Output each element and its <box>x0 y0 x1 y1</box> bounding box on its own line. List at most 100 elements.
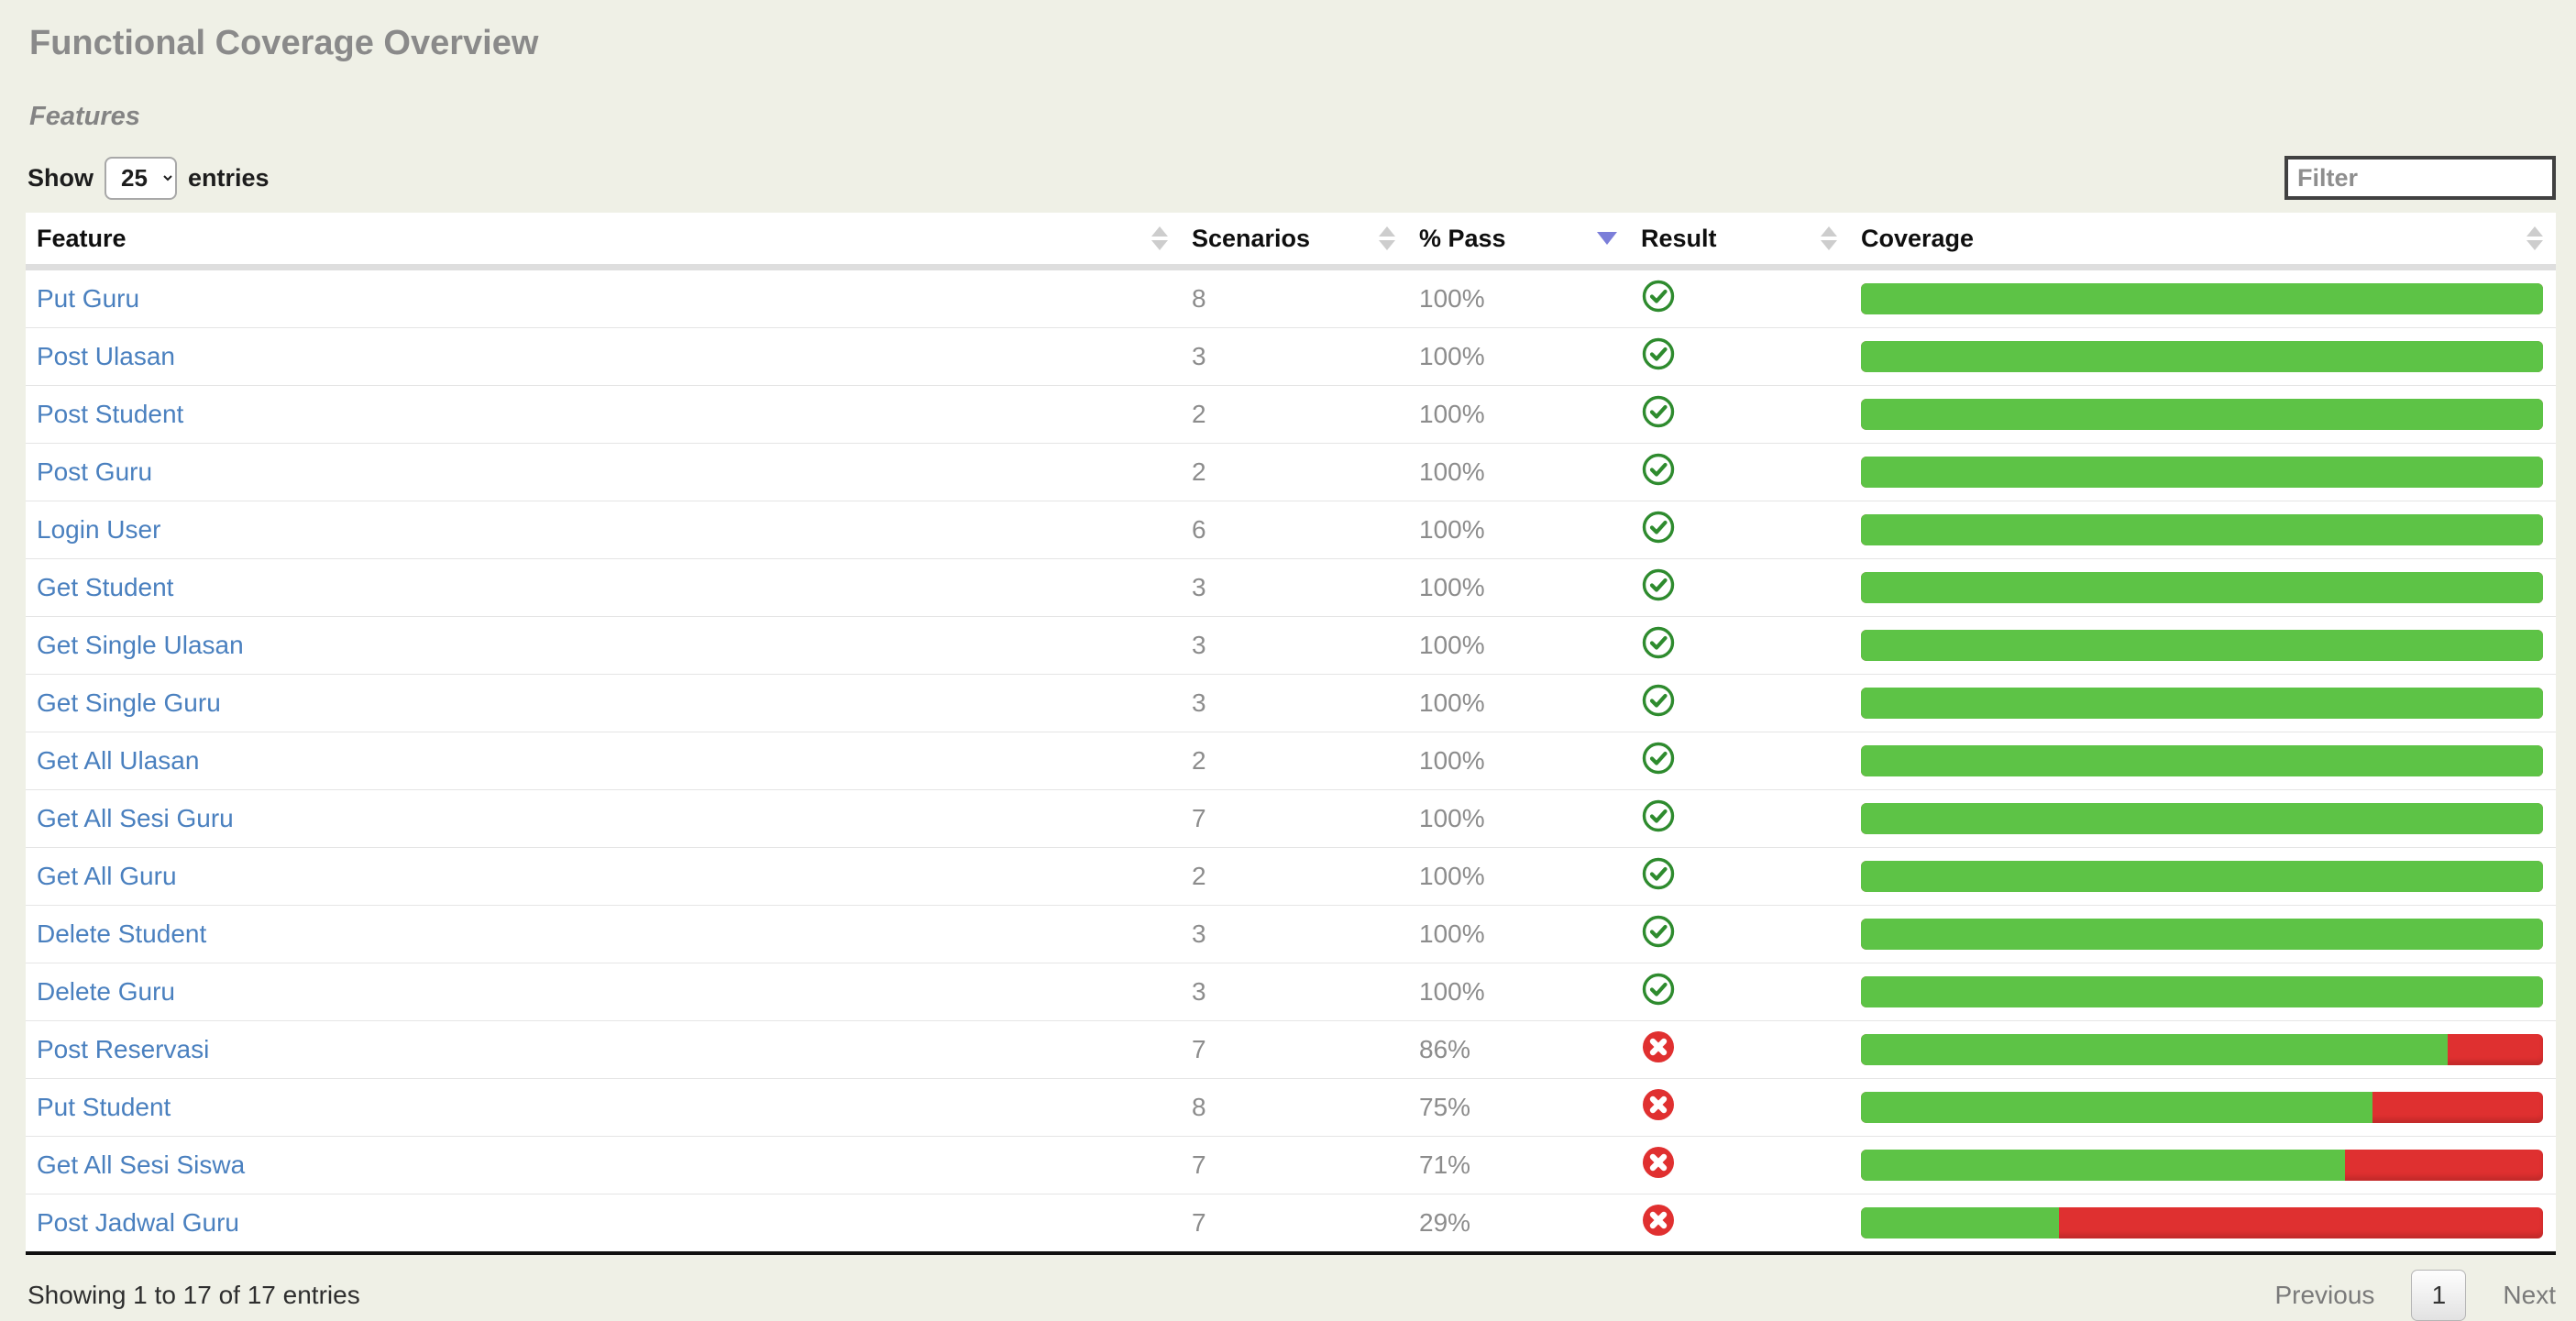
page-number-button[interactable]: 1 <box>2411 1270 2467 1321</box>
pagination: Previous 1 Next <box>2274 1270 2556 1321</box>
check-circle-icon <box>1642 626 1675 658</box>
feature-link[interactable]: Get Single Ulasan <box>37 631 244 659</box>
table-row: Get Single Guru 3 100% <box>26 674 2556 732</box>
feature-link[interactable]: Get All Sesi Siswa <box>37 1150 246 1179</box>
coverage-bar-pass-segment <box>1861 1034 2448 1065</box>
column-label: Coverage <box>1861 224 1975 252</box>
coverage-bar-pass-segment <box>1861 283 2543 314</box>
pass-pct-value: 100% <box>1408 501 1630 559</box>
result-icon <box>1641 336 1676 371</box>
page-size-select[interactable]: 25 <box>105 157 177 200</box>
check-circle-icon <box>1642 742 1675 774</box>
pass-pct-value: 100% <box>1408 327 1630 386</box>
coverage-bar <box>1861 1150 2543 1181</box>
coverage-bar-pass-segment <box>1861 688 2543 719</box>
feature-link[interactable]: Post Guru <box>37 457 153 486</box>
pass-pct-value: 100% <box>1408 963 1630 1021</box>
feature-link[interactable]: Get All Ulasan <box>37 746 200 775</box>
sort-icon[interactable] <box>1151 226 1168 250</box>
feature-link[interactable]: Get All Guru <box>37 862 177 890</box>
column-header-result[interactable]: Result <box>1630 213 1850 270</box>
coverage-bar <box>1861 457 2543 488</box>
feature-link[interactable]: Put Student <box>37 1093 171 1121</box>
table-row: Delete Student 3 100% <box>26 905 2556 963</box>
coverage-bar <box>1861 803 2543 834</box>
table-row: Get Single Ulasan 3 100% <box>26 616 2556 675</box>
feature-link[interactable]: Post Jadwal Guru <box>37 1208 239 1237</box>
feature-link[interactable]: Post Ulasan <box>37 342 175 370</box>
table-row: Put Student 8 75% <box>26 1078 2556 1137</box>
coverage-bar <box>1861 341 2543 372</box>
scenarios-value: 6 <box>1181 501 1408 559</box>
coverage-bar-pass-segment <box>1861 745 2543 776</box>
coverage-bar-pass-segment <box>1861 1092 2372 1123</box>
filter-input[interactable] <box>2284 156 2556 200</box>
coverage-bar <box>1861 919 2543 950</box>
result-icon <box>1641 798 1676 833</box>
pass-pct-value: 100% <box>1408 847 1630 906</box>
column-header-feature[interactable]: Feature <box>26 213 1181 270</box>
feature-link[interactable]: Post Reservasi <box>37 1035 210 1063</box>
result-icon <box>1641 625 1676 660</box>
column-header-pass-pct[interactable]: % Pass <box>1408 213 1630 270</box>
scenarios-value: 2 <box>1181 732 1408 790</box>
pass-pct-value: 100% <box>1408 616 1630 675</box>
coverage-bar-pass-segment <box>1861 976 2543 1007</box>
check-circle-icon <box>1642 511 1675 543</box>
feature-link[interactable]: Delete Guru <box>37 977 175 1006</box>
table-row: Get Student 3 100% <box>26 558 2556 617</box>
coverage-table: Feature Scenarios % Pass <box>26 213 2556 1255</box>
feature-link[interactable]: Get Student <box>37 573 174 601</box>
check-circle-icon <box>1642 337 1675 369</box>
column-label: Feature <box>37 224 127 252</box>
column-header-scenarios[interactable]: Scenarios <box>1181 213 1408 270</box>
feature-link[interactable]: Delete Student <box>37 919 207 948</box>
scenarios-value: 3 <box>1181 616 1408 675</box>
coverage-bar-pass-segment <box>1861 514 2543 545</box>
table-row: Get All Guru 2 100% <box>26 847 2556 906</box>
result-icon <box>1641 279 1676 314</box>
check-circle-icon <box>1642 395 1675 427</box>
coverage-bar <box>1861 399 2543 430</box>
table-row: Post Ulasan 3 100% <box>26 327 2556 386</box>
sort-icon[interactable] <box>1379 226 1395 250</box>
table-row: Post Student 2 100% <box>26 385 2556 444</box>
coverage-bar <box>1861 1207 2543 1238</box>
coverage-bar <box>1861 630 2543 661</box>
scenarios-value: 8 <box>1192 284 1206 313</box>
coverage-bar-pass-segment <box>1861 1150 2346 1181</box>
coverage-bar <box>1861 514 2543 545</box>
check-circle-icon <box>1642 453 1675 485</box>
table-row: Login User 6 100% <box>26 501 2556 559</box>
table-row: Get All Sesi Siswa 7 71% <box>26 1136 2556 1194</box>
show-entries-control: Show 25 entries <box>28 157 270 200</box>
pass-pct-value: 71% <box>1408 1136 1630 1194</box>
scenarios-value: 3 <box>1181 674 1408 732</box>
coverage-bar-pass-segment <box>1861 399 2543 430</box>
sort-icon[interactable] <box>2526 226 2543 250</box>
table-row: Delete Guru 3 100% <box>26 963 2556 1021</box>
result-icon <box>1641 914 1676 949</box>
column-header-coverage[interactable]: Coverage <box>1850 213 2556 270</box>
pass-pct-value: 100% <box>1408 385 1630 444</box>
sort-icon[interactable] <box>1821 226 1837 250</box>
feature-link[interactable]: Put Guru <box>37 284 140 313</box>
coverage-bar-pass-segment <box>1861 919 2543 950</box>
feature-link[interactable]: Post Student <box>37 400 184 428</box>
feature-link[interactable]: Get Single Guru <box>37 688 221 717</box>
table-row: Get All Ulasan 2 100% <box>26 732 2556 790</box>
coverage-bar-pass-segment <box>1861 803 2543 834</box>
result-icon <box>1641 1145 1676 1180</box>
result-icon <box>1641 683 1676 718</box>
coverage-bar-pass-segment <box>1861 341 2543 372</box>
result-icon <box>1641 567 1676 602</box>
feature-link[interactable]: Get All Sesi Guru <box>37 804 234 832</box>
scenarios-value: 3 <box>1181 558 1408 617</box>
sort-desc-icon[interactable] <box>1597 232 1617 245</box>
check-circle-icon <box>1642 568 1675 600</box>
check-circle-icon <box>1642 799 1675 831</box>
coverage-bar <box>1861 1034 2543 1065</box>
coverage-bar-pass-segment <box>1861 861 2543 892</box>
coverage-bar-pass-segment <box>1861 457 2543 488</box>
feature-link[interactable]: Login User <box>37 515 161 544</box>
